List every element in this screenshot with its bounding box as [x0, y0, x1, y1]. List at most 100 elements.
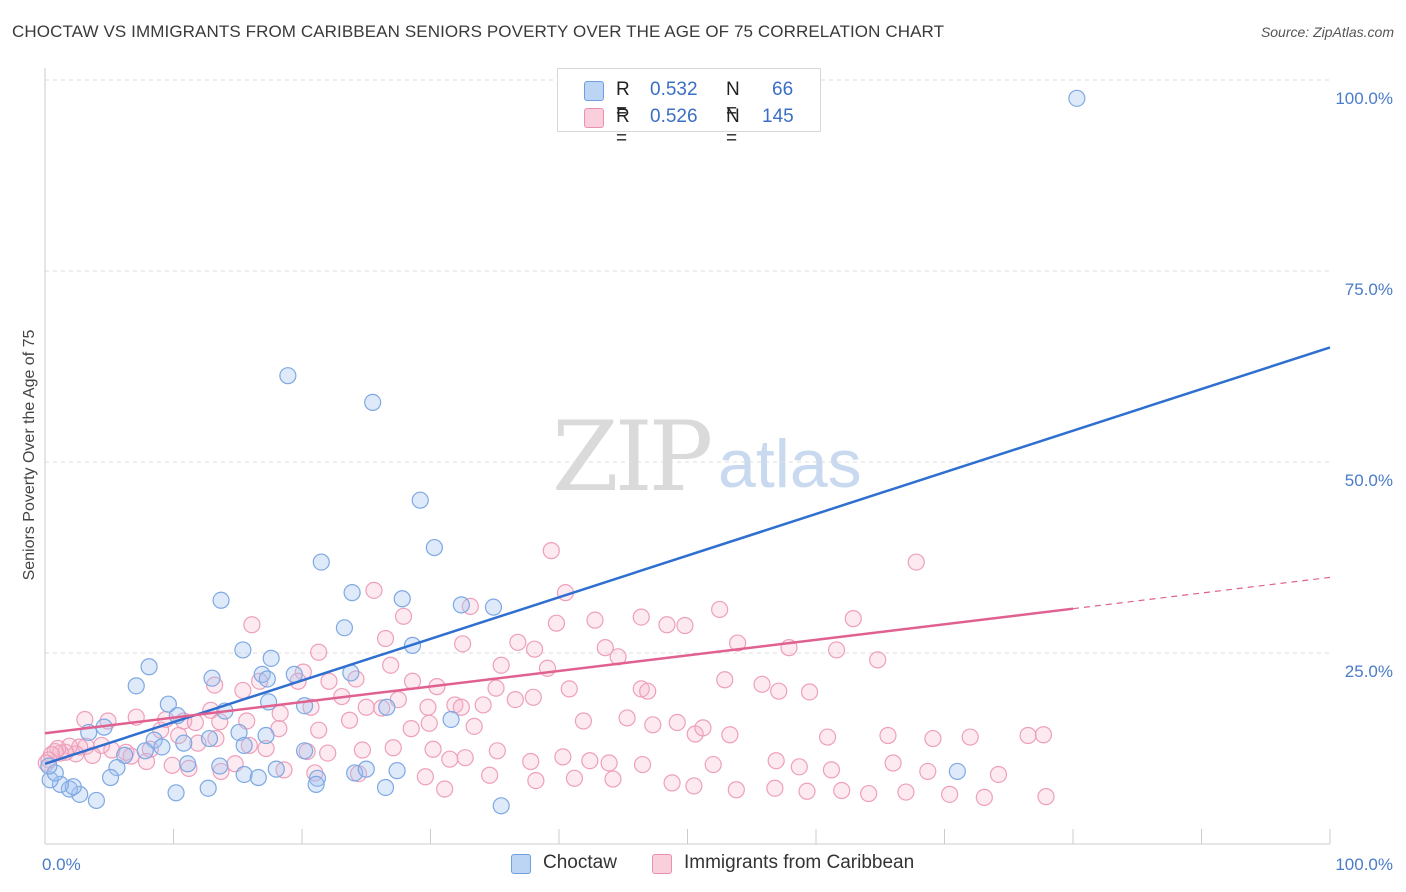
- caribbean-point: [676, 616, 694, 635]
- caribbean-point: [509, 633, 527, 651]
- caribbean-point: [524, 688, 542, 706]
- caribbean-trend-line: [44, 607, 1074, 735]
- choctaw-point: [393, 590, 411, 608]
- caribbean-point: [525, 640, 544, 658]
- choctaw-point: [87, 791, 106, 810]
- caribbean-point: [234, 681, 252, 700]
- choctaw-point: [425, 538, 443, 557]
- choctaw-point: [140, 658, 158, 676]
- choctaw-point: [211, 757, 229, 775]
- y-tick-label: 25.0%: [1345, 662, 1393, 681]
- choctaw-point: [46, 764, 64, 782]
- caribbean-point: [924, 729, 942, 748]
- caribbean-point: [604, 770, 622, 788]
- caribbean-point: [884, 754, 902, 772]
- caribbean-point: [240, 736, 258, 755]
- caribbean-point: [961, 728, 979, 746]
- caribbean-point: [639, 682, 657, 700]
- caribbean-point: [632, 608, 650, 626]
- choctaw-point: [295, 742, 314, 760]
- caribbean-point: [860, 784, 878, 803]
- n-value: 66: [772, 79, 794, 100]
- caribbean-point: [522, 752, 540, 771]
- caribbean-point: [790, 758, 808, 776]
- caribbean-point: [394, 607, 413, 625]
- caribbean-point: [441, 750, 459, 768]
- caribbean-point: [257, 739, 275, 758]
- caribbean-point: [685, 777, 703, 795]
- caribbean-point: [822, 761, 841, 779]
- caribbean-point: [833, 781, 851, 800]
- caribbean-point: [658, 616, 676, 634]
- caribbean-point: [384, 739, 402, 757]
- r-label: R =: [616, 79, 630, 122]
- series-legend: Choctaw Immigrants from Caribbean: [0, 852, 1406, 878]
- caribbean-point: [1034, 726, 1053, 744]
- n-label: N =: [726, 79, 740, 122]
- caribbean-point: [818, 728, 837, 746]
- caribbean-point: [596, 639, 614, 657]
- watermark-zip: ZIP: [552, 401, 711, 513]
- caribbean-point: [474, 696, 492, 714]
- caribbean-point: [694, 719, 712, 737]
- r-value: 0.532: [650, 79, 698, 100]
- caribbean-point: [452, 698, 470, 716]
- choctaw-point: [235, 765, 253, 784]
- caribbean-point: [727, 781, 745, 799]
- caribbean-point: [424, 740, 442, 758]
- choctaw-point: [267, 760, 285, 778]
- caribbean-point: [527, 771, 545, 790]
- caribbean-point: [716, 671, 734, 689]
- choctaw-point: [364, 393, 382, 412]
- caribbean-point: [770, 682, 788, 700]
- legend-label-caribbean: Immigrants from Caribbean: [684, 852, 915, 873]
- choctaw-point: [235, 736, 253, 755]
- choctaw-point: [234, 641, 252, 659]
- watermark-atlas: atlas: [718, 426, 862, 502]
- caribbean-point: [879, 726, 897, 745]
- y-tick-label: 75.0%: [1345, 280, 1393, 299]
- choctaw-point: [200, 729, 219, 748]
- choctaw-point: [492, 797, 510, 815]
- caribbean-point: [319, 744, 337, 762]
- choctaw-trend-line: [44, 346, 1331, 765]
- caribbean-point: [827, 641, 846, 659]
- choctaw-point: [136, 742, 154, 760]
- choctaw-point: [153, 738, 171, 756]
- choctaw-point: [212, 591, 230, 609]
- grid-lines: [45, 79, 1330, 654]
- choctaw-point: [167, 784, 185, 802]
- trend-lines: [44, 346, 1331, 765]
- caribbean-point: [340, 711, 359, 729]
- choctaw-point: [343, 584, 361, 602]
- caribbean-point: [1037, 788, 1055, 806]
- chart-title: CHOCTAW VS IMMIGRANTS FROM CARIBBEAN SEN…: [12, 22, 945, 41]
- caribbean-point: [207, 729, 225, 748]
- choctaw-point: [127, 677, 145, 695]
- axes: [44, 68, 1331, 845]
- stats-legend: R = 0.532 N = 66 R = 0.526 N = 145: [557, 68, 821, 149]
- choctaw-point: [108, 758, 126, 777]
- caribbean-point: [897, 783, 915, 801]
- caribbean-point: [668, 713, 686, 732]
- choctaw-point: [203, 669, 221, 687]
- caribbean-point: [487, 679, 505, 697]
- choctaw-point: [257, 726, 275, 745]
- source-credit: Source: ZipAtlas.com: [1260, 24, 1394, 40]
- caribbean-point: [753, 675, 771, 693]
- choctaw-point: [258, 670, 276, 688]
- caribbean-point: [1019, 726, 1037, 745]
- caribbean-point: [941, 785, 959, 803]
- n-label: N =: [726, 106, 740, 149]
- caribbean-point: [798, 782, 816, 800]
- choctaw-point: [357, 760, 375, 778]
- caribbean-point: [633, 755, 652, 774]
- choctaw-point: [948, 762, 966, 781]
- caribbean-point: [989, 765, 1008, 784]
- caribbean-point: [365, 581, 383, 599]
- caribbean-point: [844, 610, 862, 628]
- caribbean-point: [542, 542, 560, 560]
- caribbean-point: [565, 769, 584, 787]
- r-label: R =: [616, 106, 630, 149]
